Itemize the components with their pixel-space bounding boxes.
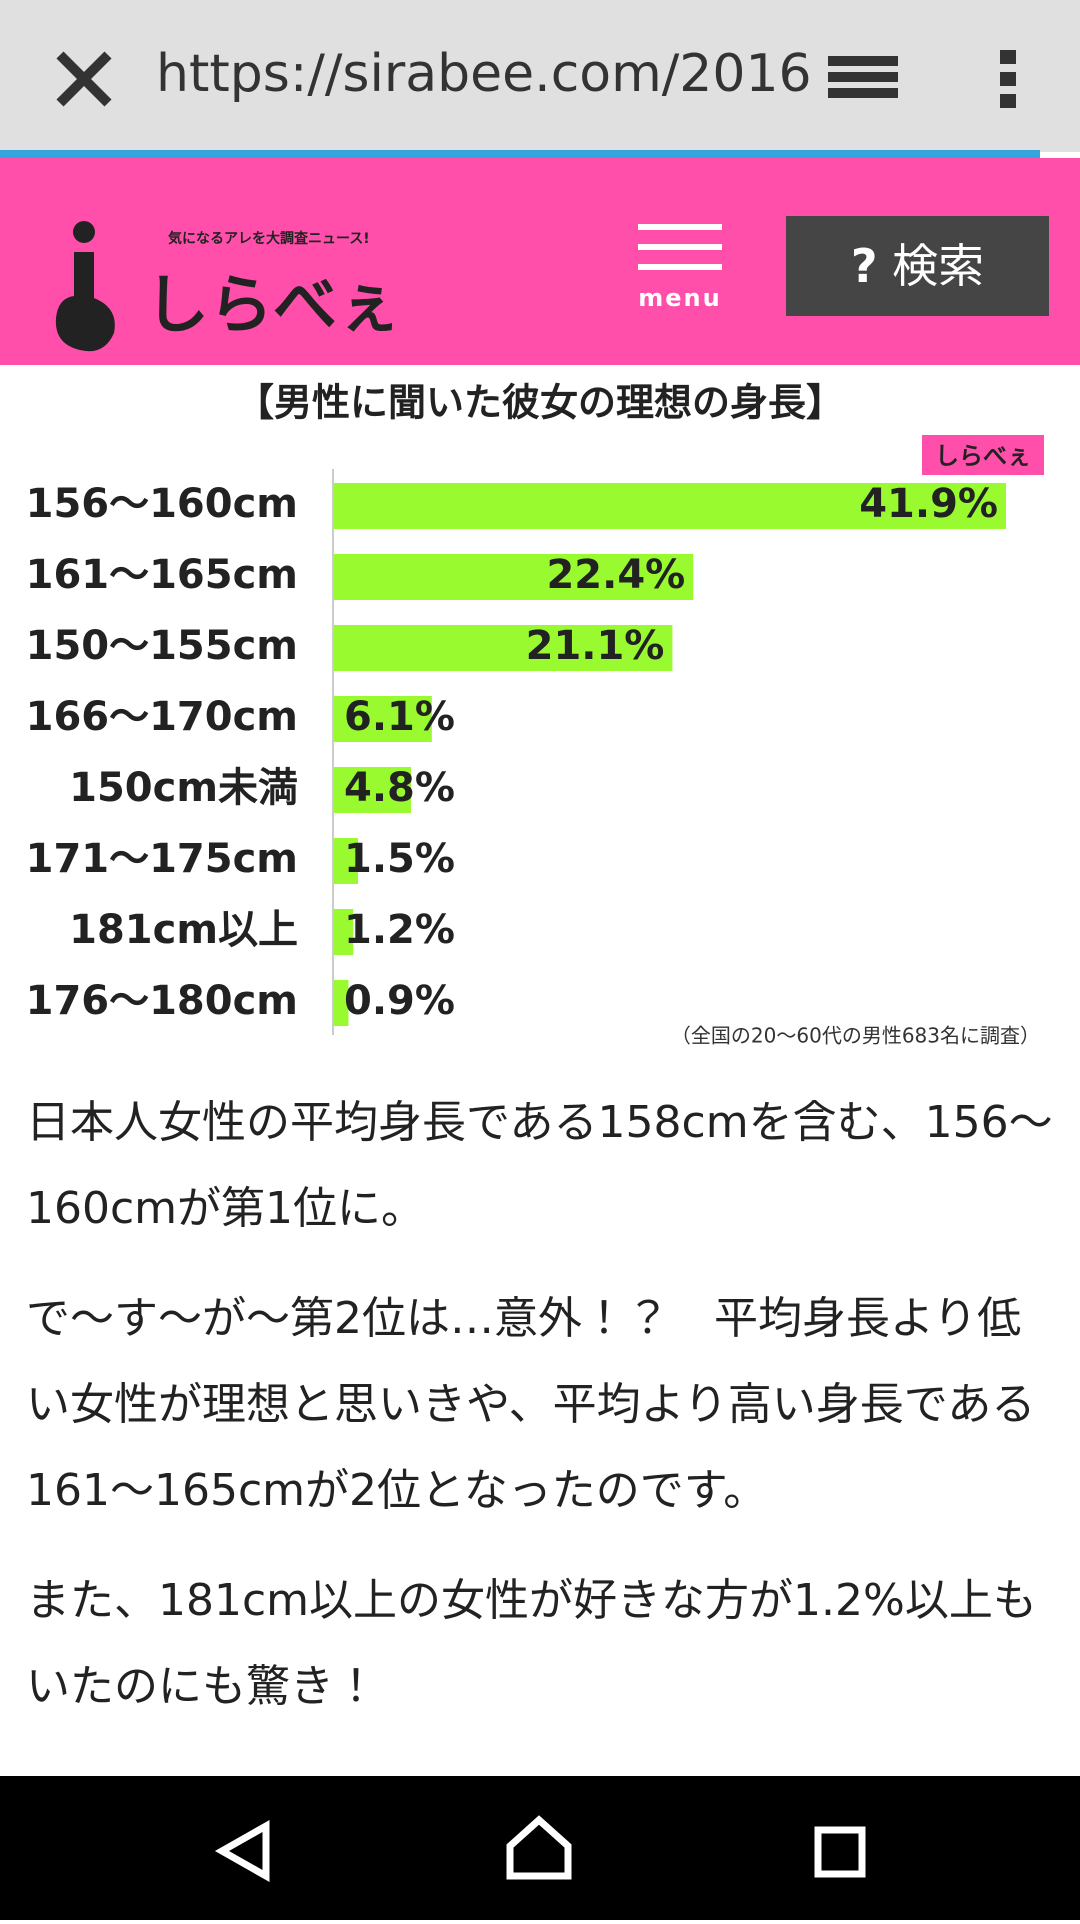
paragraph: また、181cm以上の女性が好きな方が1.2%以上もいたのにも驚き！ — [26, 1575, 1037, 1712]
value-label: 1.5% — [344, 836, 455, 882]
site-header: 気になるアレを大調査ニュース! しらべぇ menu ? 検索 — [0, 158, 1080, 365]
category-label: 171〜175cm — [26, 836, 298, 882]
category-label: 181cm以上 — [69, 907, 298, 953]
chart: 【男性に聞いた彼女の理想の身長】 しらべぇ （全国の20〜60代の男性683名に… — [26, 381, 1044, 1048]
navigation-bar — [0, 1776, 1080, 1920]
bar — [334, 767, 411, 813]
tabs-button[interactable] — [828, 56, 898, 98]
article: 日本人女性の平均身長である158cmを含む、156〜160cmが第1位に。で〜す… — [26, 1080, 1056, 1754]
search-button[interactable]: ? 検索 — [786, 216, 1049, 316]
chart-title: 【男性に聞いた彼女の理想の身長】 — [236, 381, 844, 425]
bar — [334, 980, 349, 1026]
url-bar[interactable]: https://sirabee.com/2016 — [156, 44, 812, 104]
more-button[interactable] — [1000, 50, 1016, 108]
value-label: 41.9% — [859, 481, 998, 527]
browser-toolbar: https://sirabee.com/2016 — [0, 0, 1080, 152]
close-button[interactable] — [56, 51, 112, 107]
chart-note: （全国の20〜60代の男性683名に調査） — [671, 1024, 1040, 1048]
nav-icons — [214, 1815, 866, 1883]
value-label: 4.8% — [344, 765, 455, 811]
tagline: 気になるアレを大調査ニュース! — [168, 231, 370, 247]
category-label: 150〜155cm — [26, 623, 298, 669]
value-label: 1.2% — [344, 907, 455, 953]
paragraph: 日本人女性の平均身長である158cmを含む、156〜160cmが第1位に。 — [26, 1097, 1053, 1234]
back-button[interactable] — [214, 1819, 270, 1883]
bar — [334, 483, 1006, 529]
chart-logo: しらべぇ — [935, 442, 1031, 470]
category-label: 176〜180cm — [26, 978, 298, 1024]
search-label: 検索 — [892, 239, 985, 293]
logo-icon — [55, 221, 115, 352]
menu-button[interactable]: menu — [630, 224, 730, 312]
value-label: 0.9% — [344, 978, 455, 1024]
bar — [334, 909, 354, 955]
bar — [334, 696, 432, 742]
chart-logo-bg — [922, 435, 1044, 475]
value-label: 6.1% — [344, 694, 455, 740]
category-label: 156〜160cm — [26, 481, 298, 527]
category-label: 166〜170cm — [26, 694, 298, 740]
progress-bar — [0, 150, 1040, 158]
home-button[interactable] — [506, 1815, 572, 1880]
menu-label: menu — [638, 284, 722, 312]
bar — [334, 838, 359, 884]
value-label: 21.1% — [526, 623, 665, 669]
paragraph: で〜す〜が〜第2位は…意外！？ 平均身長より低い女性が理想と思いきや、平均より高… — [26, 1293, 1036, 1516]
bar — [334, 554, 694, 600]
toolbar-icons — [56, 50, 1016, 108]
logo[interactable]: しらべぇ — [145, 269, 401, 343]
category-label: 150cm未満 — [69, 765, 298, 811]
bar — [334, 625, 673, 671]
value-label: 22.4% — [546, 552, 685, 598]
category-label: 161〜165cm — [26, 552, 298, 598]
recents-button[interactable] — [814, 1826, 866, 1878]
